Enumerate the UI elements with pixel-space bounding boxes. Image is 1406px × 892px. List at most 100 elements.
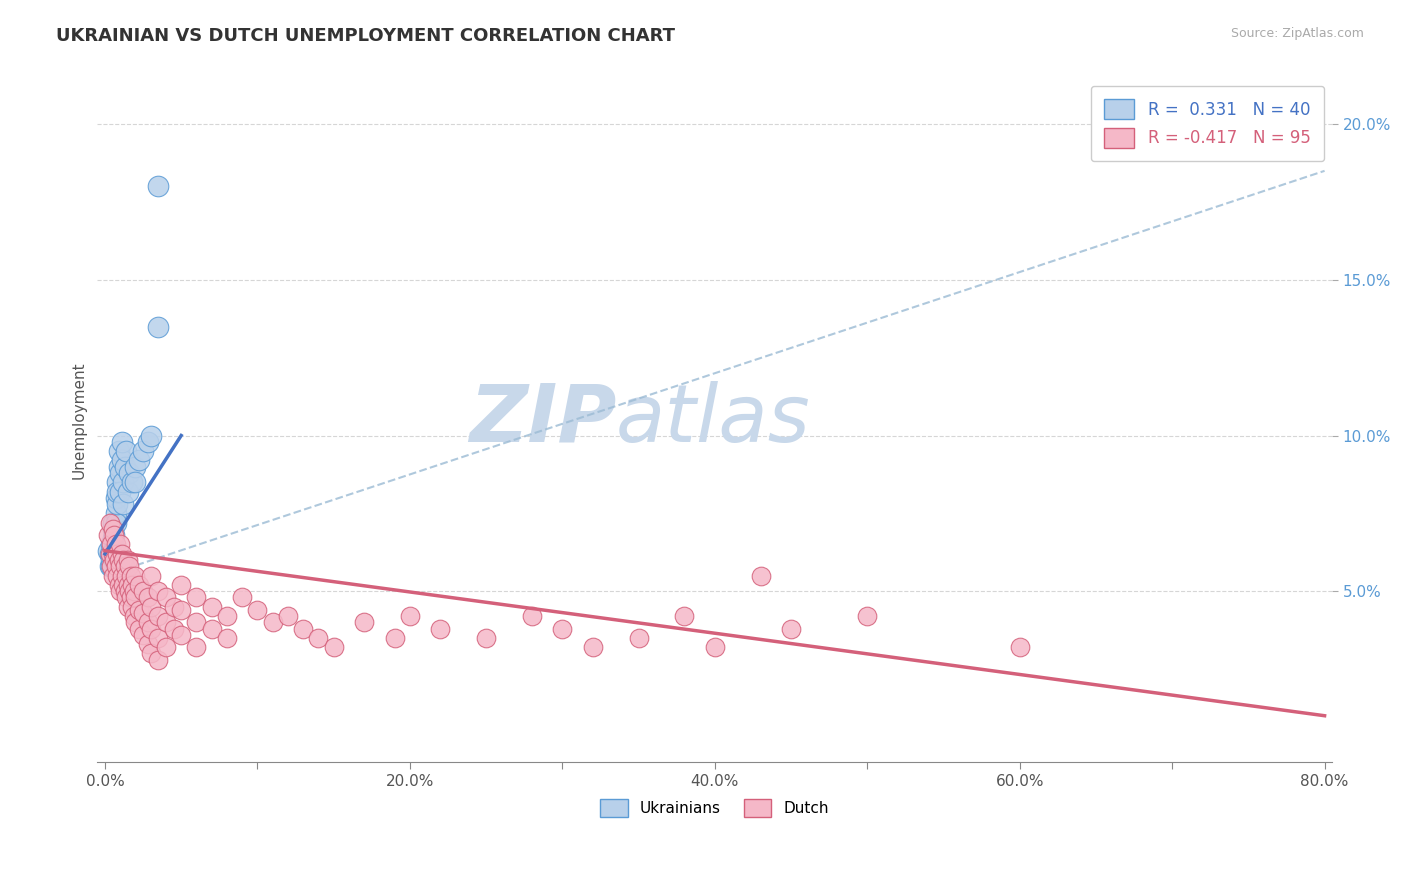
Point	[186, 591, 208, 605]
Point	[98, 547, 121, 561]
Point	[105, 484, 128, 499]
Point	[114, 584, 136, 599]
Point	[132, 444, 155, 458]
Point	[155, 640, 177, 655]
Point	[101, 543, 124, 558]
Point	[111, 434, 134, 449]
Point	[292, 622, 315, 636]
Point	[780, 622, 803, 636]
Text: UKRAINIAN VS DUTCH UNEMPLOYMENT CORRELATION CHART: UKRAINIAN VS DUTCH UNEMPLOYMENT CORRELAT…	[56, 27, 675, 45]
Point	[170, 603, 193, 617]
Point	[148, 179, 170, 194]
Point	[117, 553, 139, 567]
Point	[101, 522, 124, 536]
Point	[104, 537, 127, 551]
Point	[148, 631, 170, 645]
Point	[100, 537, 122, 551]
Point	[103, 553, 125, 567]
Point	[107, 553, 129, 567]
Point	[551, 622, 574, 636]
Point	[201, 599, 224, 614]
Point	[114, 559, 136, 574]
Point	[101, 531, 124, 545]
Point	[120, 568, 142, 582]
Point	[101, 547, 124, 561]
Point	[98, 547, 121, 561]
Point	[105, 497, 128, 511]
Point	[103, 528, 125, 542]
Point	[110, 466, 132, 480]
Point	[118, 559, 141, 574]
Point	[110, 484, 132, 499]
Point	[118, 466, 141, 480]
Point	[100, 559, 122, 574]
Point	[246, 603, 269, 617]
Point	[215, 609, 238, 624]
Point	[110, 584, 132, 599]
Point	[121, 475, 143, 490]
Point	[136, 591, 159, 605]
Point	[111, 453, 134, 467]
Point	[128, 603, 150, 617]
Point	[104, 516, 127, 530]
Point	[148, 584, 170, 599]
Point	[112, 497, 135, 511]
Point	[139, 622, 162, 636]
Point	[118, 584, 141, 599]
Point	[148, 653, 170, 667]
Point	[148, 319, 170, 334]
Point	[186, 640, 208, 655]
Point	[627, 631, 650, 645]
Point	[112, 578, 135, 592]
Point	[105, 568, 128, 582]
Point	[115, 568, 138, 582]
Point	[100, 553, 122, 567]
Point	[128, 578, 150, 592]
Point	[103, 553, 125, 567]
Y-axis label: Unemployment: Unemployment	[72, 361, 86, 479]
Point	[139, 428, 162, 442]
Point	[100, 537, 122, 551]
Point	[124, 459, 146, 474]
Point	[110, 537, 132, 551]
Point	[148, 609, 170, 624]
Point	[121, 578, 143, 592]
Point	[112, 553, 135, 567]
Point	[101, 516, 124, 530]
Point	[110, 559, 132, 574]
Point	[115, 591, 138, 605]
Point	[97, 528, 120, 542]
Point	[475, 631, 498, 645]
Point	[170, 628, 193, 642]
Point	[139, 599, 162, 614]
Point	[582, 640, 605, 655]
Point	[105, 547, 128, 561]
Point	[429, 622, 451, 636]
Text: atlas: atlas	[616, 381, 811, 459]
Text: Source: ZipAtlas.com: Source: ZipAtlas.com	[1230, 27, 1364, 40]
Point	[262, 615, 284, 630]
Point	[120, 591, 142, 605]
Point	[104, 559, 127, 574]
Point	[277, 609, 299, 624]
Point	[128, 622, 150, 636]
Point	[139, 568, 162, 582]
Point	[128, 453, 150, 467]
Text: ZIP: ZIP	[468, 381, 616, 459]
Point	[104, 506, 127, 520]
Point	[186, 615, 208, 630]
Point	[1008, 640, 1031, 655]
Point	[107, 459, 129, 474]
Point	[132, 606, 155, 620]
Point	[98, 516, 121, 530]
Point	[384, 631, 406, 645]
Point	[856, 609, 879, 624]
Point	[162, 599, 184, 614]
Point	[100, 559, 122, 574]
Point	[162, 622, 184, 636]
Point	[155, 591, 177, 605]
Point	[136, 637, 159, 651]
Point	[673, 609, 696, 624]
Point	[132, 628, 155, 642]
Point	[322, 640, 344, 655]
